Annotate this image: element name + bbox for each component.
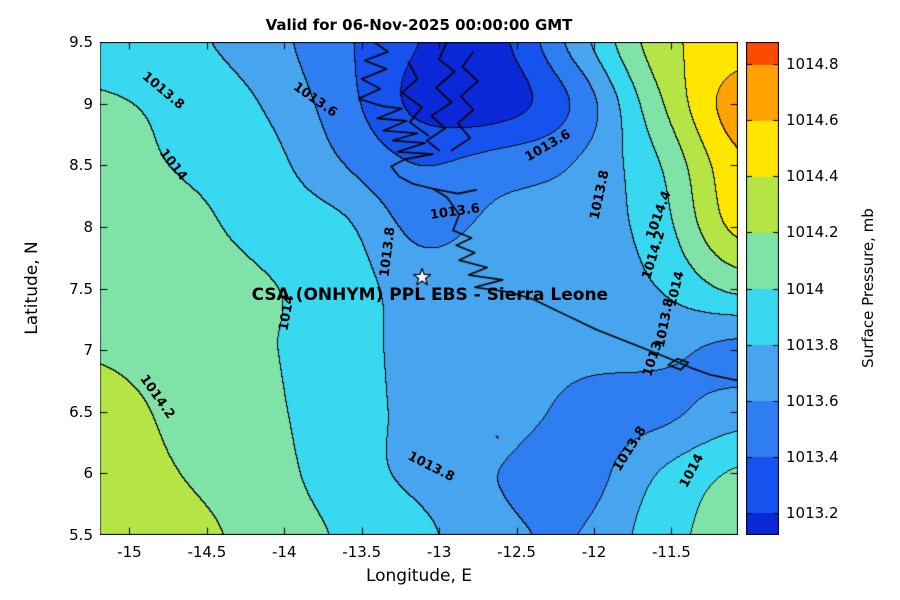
colorbar-tick-label: 1013.6 bbox=[786, 391, 839, 410]
y-tick-label: 6.5 bbox=[69, 402, 93, 421]
x-axis-label: Longitude, E bbox=[365, 566, 473, 586]
x-tick-label: -12 bbox=[581, 543, 607, 561]
y-tick-label: 9 bbox=[83, 94, 93, 113]
y-axis-label: Latitude, N bbox=[22, 241, 42, 335]
x-tick-label: -13 bbox=[426, 543, 452, 561]
colorbar-tick-label: 1014.2 bbox=[786, 223, 839, 242]
y-tick-label: 8.5 bbox=[69, 156, 93, 175]
x-tick-label: -13.5 bbox=[342, 543, 382, 561]
y-tick-label: 8 bbox=[83, 217, 93, 236]
colorbar-tick-label: 1013.2 bbox=[786, 503, 839, 522]
colorbar-title: Surface Pressure, mb bbox=[859, 208, 877, 368]
colorbar-tick-label: 1014.8 bbox=[786, 55, 839, 74]
y-tick-label: 9.5 bbox=[69, 33, 93, 51]
colorbar bbox=[746, 42, 779, 535]
colorbar-tick-label: 1013.8 bbox=[786, 335, 839, 354]
x-tick-label: -14.5 bbox=[187, 543, 227, 561]
y-tick-label: 7.5 bbox=[69, 279, 93, 298]
x-tick-label: -11.5 bbox=[652, 543, 691, 561]
plot-area bbox=[100, 42, 738, 535]
colorbar-tick-label: 1014.4 bbox=[786, 167, 839, 186]
y-tick-label: 5.5 bbox=[69, 526, 93, 544]
plot-title: Valid for 06-Nov-2025 00:00:00 GMT bbox=[265, 16, 573, 34]
y-tick-label: 7 bbox=[83, 341, 93, 360]
x-tick-label: -12.5 bbox=[497, 543, 536, 561]
colorbar-tick-label: 1014 bbox=[786, 279, 825, 298]
colorbar-tick-label: 1014.6 bbox=[786, 111, 839, 130]
contour-map-canvas bbox=[100, 42, 738, 535]
colorbar-tick-label: 1013.4 bbox=[786, 447, 839, 466]
x-tick-label: -14 bbox=[272, 543, 297, 561]
y-tick-label: 6 bbox=[83, 464, 93, 483]
x-tick-label: -15 bbox=[117, 543, 142, 561]
station-label: CSA (ONHYM) PPL EBS - Sierra Leone bbox=[251, 284, 609, 305]
